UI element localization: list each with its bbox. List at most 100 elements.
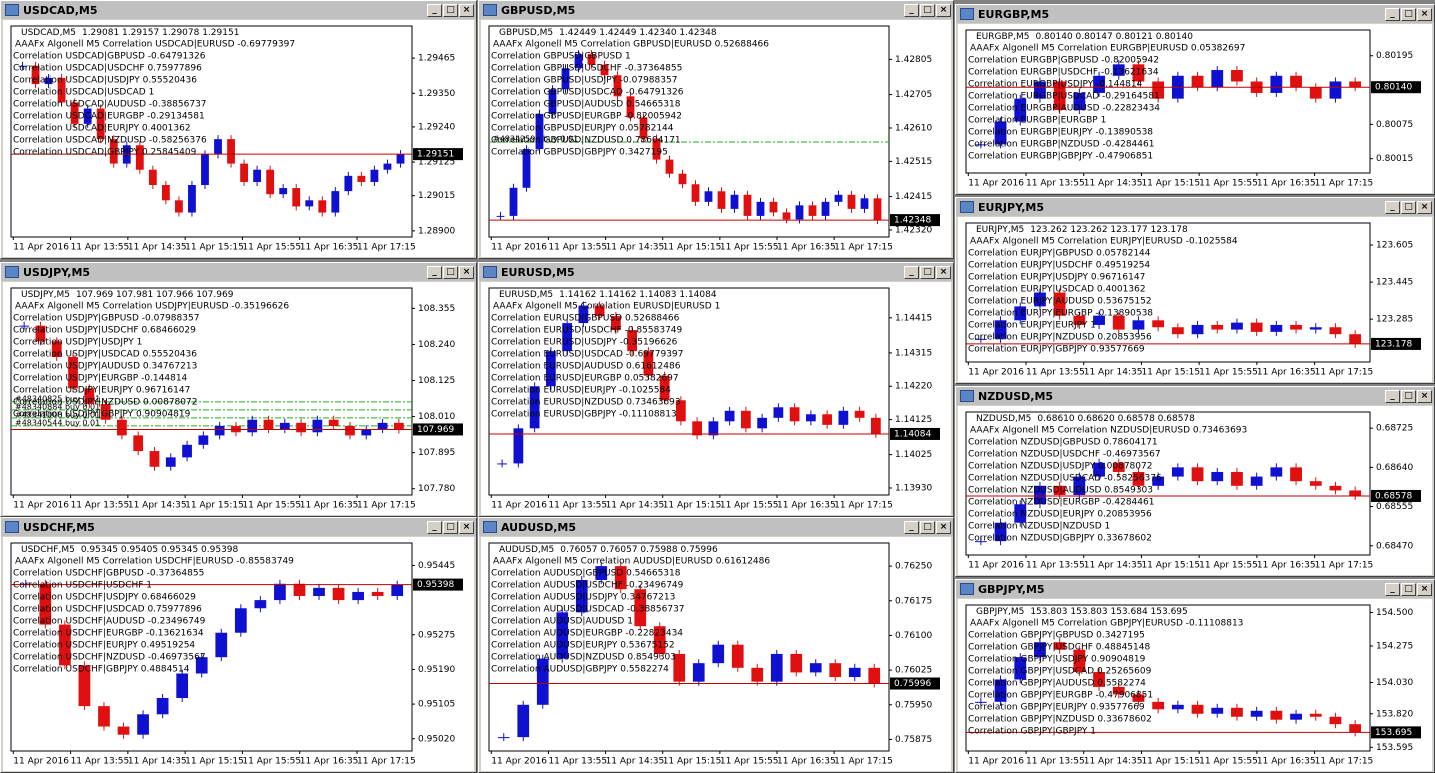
window-button[interactable]: _ xyxy=(1385,7,1400,21)
window-button[interactable]: □ xyxy=(443,520,458,534)
window-button[interactable]: □ xyxy=(920,265,935,279)
candle-body xyxy=(391,584,404,597)
current-price-box xyxy=(413,148,463,161)
window-button[interactable]: × xyxy=(1417,389,1432,403)
time-label: 11 Apr 2016 xyxy=(13,501,69,511)
chart-window: USDCAD,M5 _ □ × 1.29465 1.29350 1.29240 1.29125… xyxy=(0,0,477,259)
window-button[interactable]: × xyxy=(459,520,474,534)
candle-body xyxy=(595,566,608,580)
title-bar: USDJPY,M5 _ □ × xyxy=(1,263,476,281)
correlation-line: AAAFx Algonell M5 Correlation USDCAD|EUR… xyxy=(15,40,295,50)
window-button[interactable]: □ xyxy=(1401,200,1416,214)
time-label: 11 Apr 13:55 xyxy=(71,243,130,253)
title-bar: GBPUSD,M5 _ □ × xyxy=(479,1,953,19)
candle-body xyxy=(639,117,648,139)
title-bar: EURUSD,M5 _ □ × xyxy=(479,263,953,281)
symbol-name: EURJPY,M5 xyxy=(976,225,1024,235)
candle-body xyxy=(795,205,804,220)
candle-body xyxy=(1231,471,1243,486)
candle-body xyxy=(1171,467,1184,477)
candle-body xyxy=(156,697,169,715)
time-label: 11 Apr 2016 xyxy=(13,243,69,253)
window-button[interactable]: _ xyxy=(1385,582,1400,596)
symbol-name: AUDUSD,M5 xyxy=(499,545,554,555)
correlation-line: Correlation GBPUSD|USDCHF -0.37364855 xyxy=(491,64,682,74)
window-button[interactable]: □ xyxy=(1401,389,1416,403)
candle-body xyxy=(1112,462,1125,472)
candle-body xyxy=(509,187,518,216)
time-label: 11 Apr 15:15 xyxy=(185,501,244,511)
window-button[interactable]: × xyxy=(1417,582,1432,596)
time-label: 11 Apr 13:55 xyxy=(71,501,130,511)
window-button[interactable]: □ xyxy=(1401,582,1416,596)
time-label: 11 Apr 2016 xyxy=(491,501,547,511)
symbol-info: GBPJPY,M5 153.803 153.803 153.684 153.695 xyxy=(976,607,1188,617)
candle-body xyxy=(1290,324,1302,330)
price-tick-label: 123.605 xyxy=(1376,241,1413,251)
window-buttons: _ □ × xyxy=(1385,7,1432,21)
candle-body xyxy=(790,653,803,673)
price-tick-label: 0.80195 xyxy=(1376,51,1413,61)
current-price-label: 0.95398 xyxy=(417,580,454,590)
window-button[interactable]: × xyxy=(1417,200,1432,214)
plot-frame xyxy=(965,222,1371,363)
chart-window: EURGBP,M5 _ □ × 0.80195 0.80075 0.80015 11 Apr … xyxy=(955,4,1435,195)
candle-body xyxy=(587,54,596,65)
symbol-name: NZDUSD,M5 xyxy=(976,414,1031,424)
window-button[interactable]: _ xyxy=(427,520,442,534)
time-label: 11 Apr 13:55 xyxy=(1026,561,1085,571)
candle-body xyxy=(1290,467,1302,482)
candle-body xyxy=(496,215,505,217)
time-label: 11 Apr 13:55 xyxy=(548,501,607,511)
window-button[interactable]: □ xyxy=(1401,7,1416,21)
price-tick-label: 1.29125 xyxy=(418,158,455,168)
plot-frame xyxy=(965,604,1371,752)
price-tick-label: 1.14125 xyxy=(895,415,932,425)
time-label: 11 Apr 14:35 xyxy=(128,757,187,767)
title-bar: AUDUSD,M5 _ □ × xyxy=(479,518,953,536)
candle-body xyxy=(292,188,301,207)
window-button[interactable]: _ xyxy=(904,520,919,534)
correlation-line: Correlation GBPJPY|USDCHF 0.48845148 xyxy=(968,643,1150,653)
candle-body xyxy=(370,169,379,182)
window-button[interactable]: × xyxy=(936,265,951,279)
candle-body xyxy=(352,591,364,601)
window-button[interactable]: _ xyxy=(1385,200,1400,214)
window-button[interactable]: × xyxy=(936,3,951,17)
candle-body xyxy=(117,726,130,735)
window-button[interactable]: □ xyxy=(920,520,935,534)
candle-body xyxy=(149,451,160,467)
title-bar: NZDUSD,M5 _ □ × xyxy=(956,387,1434,405)
candle-body xyxy=(68,357,78,389)
current-price-label: 123.178 xyxy=(1375,339,1412,349)
candle-body xyxy=(717,191,726,209)
correlation-line: Correlation USDJPY|GBPJPY 0.90904819 xyxy=(13,410,191,420)
window-button[interactable]: _ xyxy=(427,3,442,17)
candle-body xyxy=(279,422,290,430)
window-button[interactable]: □ xyxy=(920,3,935,17)
candle-body xyxy=(809,663,822,673)
window-button[interactable]: □ xyxy=(443,265,458,279)
time-label: 11 Apr 15:15 xyxy=(663,501,722,511)
window-buttons: _ □ × xyxy=(904,3,951,17)
candle-body xyxy=(652,138,661,160)
candle-body xyxy=(1014,98,1027,122)
window-button[interactable]: × xyxy=(459,3,474,17)
candle-body xyxy=(653,626,666,654)
candle-body xyxy=(1211,707,1224,714)
window-button[interactable]: □ xyxy=(443,3,458,17)
window-button[interactable]: _ xyxy=(427,265,442,279)
window-button[interactable]: × xyxy=(936,520,951,534)
correlation-line: Correlation AUDUSD|EURGBP -0.22823434 xyxy=(491,629,683,639)
candle-body xyxy=(1053,292,1066,316)
window-button[interactable]: × xyxy=(1417,7,1432,21)
chart-window: GBPUSD,M5 _ □ × 1.42805 1.42705 1.42610 1.42515… xyxy=(478,0,954,259)
current-price-label: 153.695 xyxy=(1375,728,1412,738)
window-button[interactable]: _ xyxy=(904,3,919,17)
window-button[interactable]: _ xyxy=(904,265,919,279)
window-button[interactable]: × xyxy=(459,265,474,279)
window-button[interactable]: _ xyxy=(1385,389,1400,403)
correlation-line: Correlation USDJPY|EURJPY 0.96716147 xyxy=(13,386,190,396)
candle-body xyxy=(1270,710,1283,720)
time-label: 11 Apr 15:55 xyxy=(720,243,779,253)
